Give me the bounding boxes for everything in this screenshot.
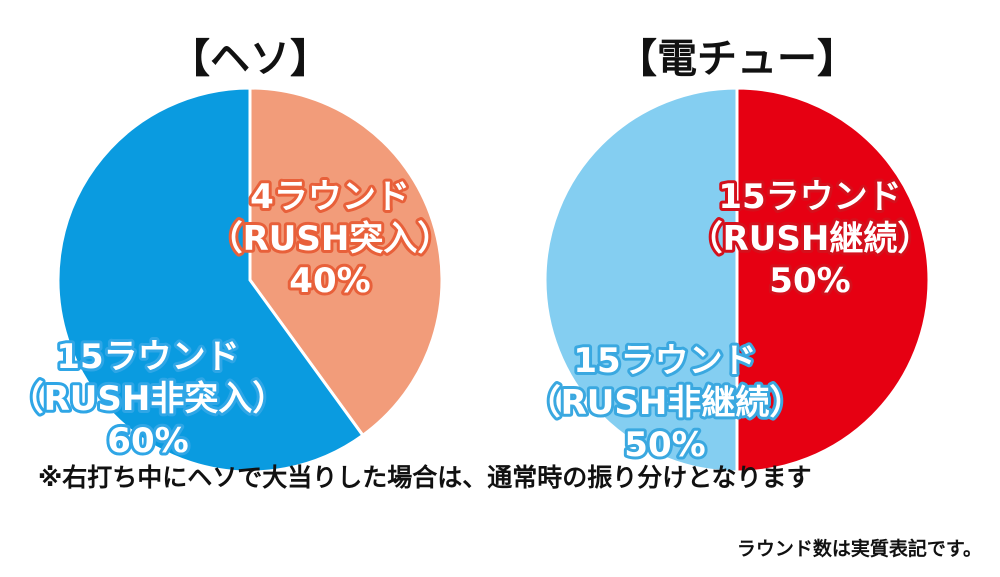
- slice-label-line: 15ラウンド: [573, 341, 756, 381]
- slice-label-line: （RUSH非継続）: [527, 383, 804, 423]
- slice-label: 15ラウンド（RUSH非継続） 50%: [527, 341, 804, 465]
- pie-chart-1: 【ヘソ】4ラウンド（RUSH突入） 40%15ラウンド（RUSH非突入） 60%: [7, 36, 454, 474]
- slice-label-line: 50%: [624, 425, 705, 465]
- pie-chart-2: 【電チュー】15ラウンド（RUSH継続） 50%15ラウンド（RUSH非継続） 50…: [524, 36, 934, 474]
- slice-label-line: （RUSH非突入）: [10, 379, 287, 419]
- slice-label-line: 4ラウンド: [250, 177, 410, 217]
- slice-label-line: 40%: [289, 261, 370, 301]
- chart-title: 【ヘソ】: [170, 36, 330, 82]
- pie-slice: [56, 86, 365, 474]
- slice-label-line: 15ラウンド: [718, 177, 901, 217]
- slice-label-line: 60%: [107, 421, 188, 461]
- pie-slice: [735, 86, 931, 474]
- pie-slice: [248, 86, 444, 438]
- slice-label-line: 50%: [769, 261, 850, 301]
- slice-label: 15ラウンド（RUSH継続） 50%: [689, 177, 932, 301]
- footnote-main: ※右打ち中にヘソで大当りした場合は、通常時の振り分けとなります: [38, 463, 812, 492]
- pie-slice: [543, 86, 739, 474]
- slice-label-line: 15ラウンド: [56, 337, 239, 377]
- chart-title: 【電チュー】: [617, 36, 857, 82]
- slice-label-line: （RUSH継続）: [689, 219, 932, 259]
- footnote-round-note: ラウンド数は実質表記です。: [736, 538, 982, 560]
- slice-label: 4ラウンド（RUSH突入） 40%: [209, 177, 452, 301]
- slice-label-line: （RUSH突入）: [209, 219, 452, 259]
- slice-label: 15ラウンド（RUSH非突入） 60%: [10, 337, 287, 461]
